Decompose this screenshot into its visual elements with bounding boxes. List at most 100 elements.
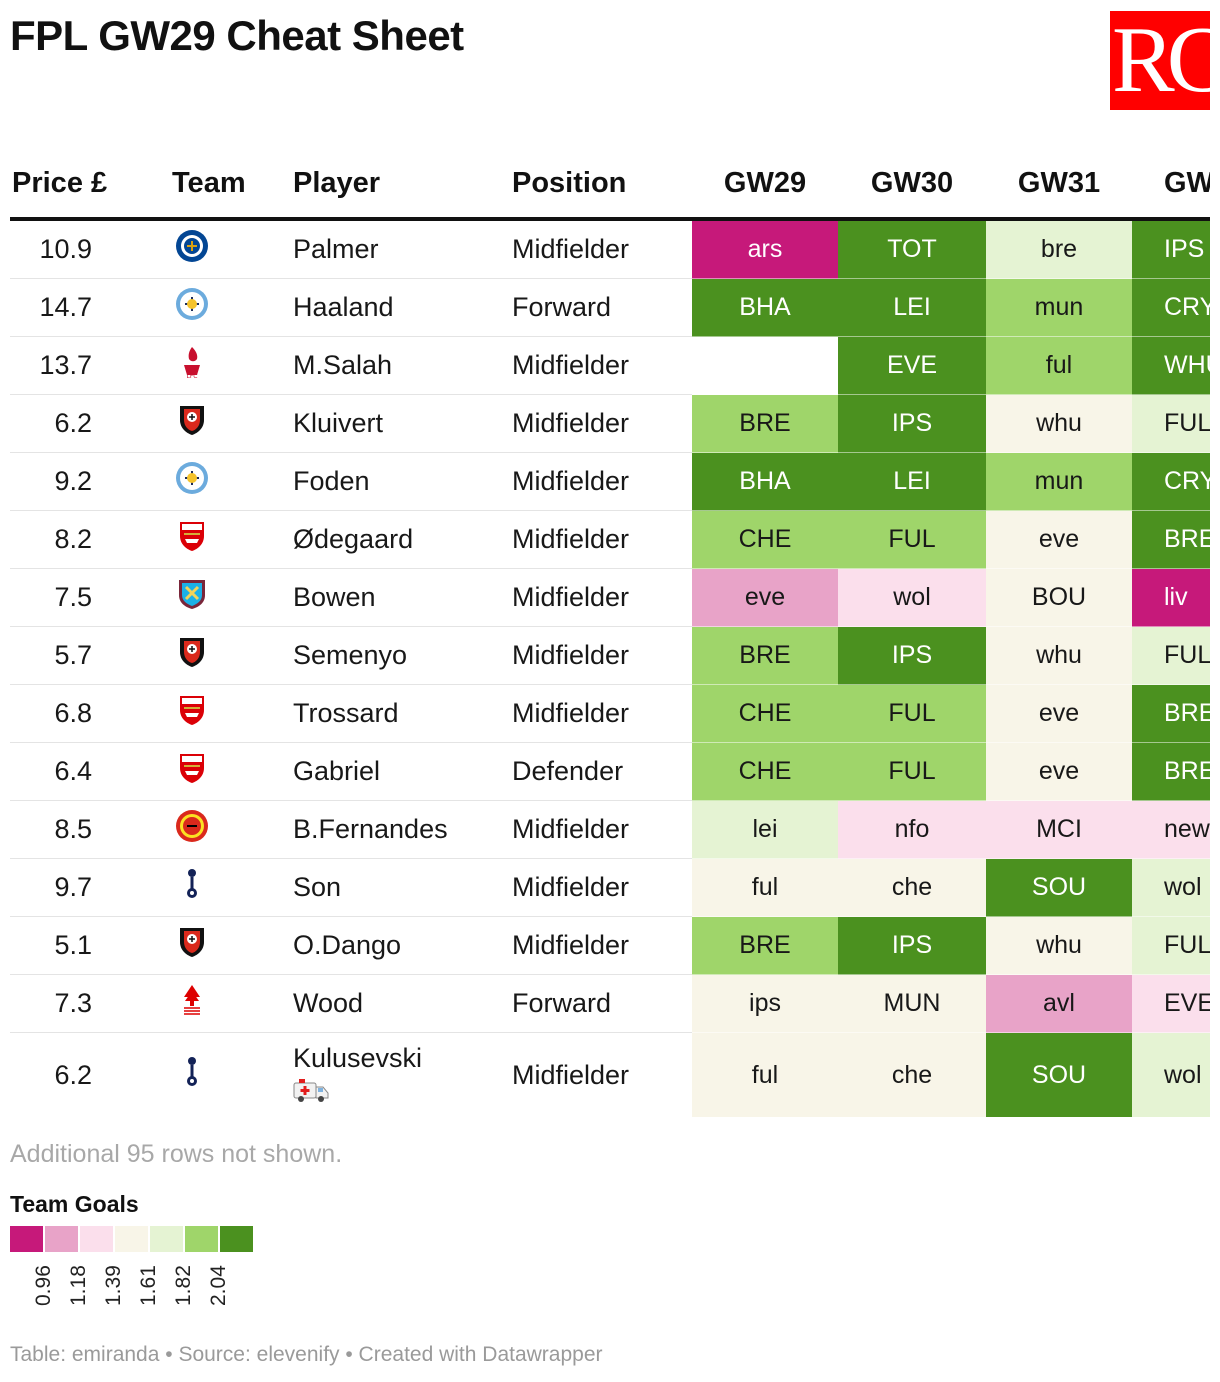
- col-header-team[interactable]: Team: [122, 150, 262, 221]
- position-cell: Midfielder: [483, 452, 692, 511]
- man-city-crest-icon: [175, 287, 209, 328]
- legend-tick: 1.82: [172, 1258, 195, 1306]
- fixture-table-container: Price £ Team Player Position GW29 GW30 G…: [10, 150, 1210, 1122]
- fixture-gw32: FUL: [1132, 394, 1210, 453]
- table-row: 8.2 Ødegaard Midfielder CHE FUL eve BRE: [10, 510, 1210, 569]
- col-header-player[interactable]: Player: [262, 150, 483, 221]
- price-cell: 7.3: [10, 974, 122, 1033]
- team-cell: [122, 858, 262, 917]
- legend-swatch: [115, 1226, 148, 1252]
- fixture-gw30: che: [838, 1032, 986, 1117]
- col-header-position[interactable]: Position: [483, 150, 692, 221]
- team-cell: [122, 1033, 262, 1118]
- player-cell: Haaland: [262, 278, 483, 337]
- nottingham-forest-crest-icon: [180, 983, 204, 1024]
- col-header-gw31[interactable]: GW31: [986, 150, 1132, 221]
- col-header-gw32[interactable]: GW32: [1132, 150, 1210, 221]
- team-cell: [122, 278, 262, 337]
- position-cell: Midfielder: [483, 394, 692, 453]
- rc-logo: RC: [1110, 11, 1210, 110]
- fixture-gw29: BRE: [692, 626, 838, 685]
- fixture-gw32: new: [1132, 800, 1210, 859]
- price-cell: 9.2: [10, 452, 122, 511]
- player-cell: Kulusevski: [262, 1033, 483, 1118]
- fixture-gw29: ips: [692, 974, 838, 1033]
- team-cell: [122, 568, 262, 627]
- player-cell: Gabriel: [262, 742, 483, 801]
- fixture-gw31: SOU: [986, 858, 1132, 917]
- table-row: 14.7 Haaland Forward BHA LEI mun CRY: [10, 278, 1210, 337]
- table-row: 10.9 Palmer Midfielder ars TOT bre IPS: [10, 219, 1210, 279]
- rows-not-shown-note: Additional 95 rows not shown.: [10, 1140, 343, 1168]
- legend-tick-label: 1.61: [137, 1265, 160, 1306]
- fixture-gw32: liv: [1132, 568, 1210, 627]
- table-row: 6.2 Kluivert Midfielder BRE IPS whu FUL: [10, 394, 1210, 453]
- fixture-gw29: lei: [692, 800, 838, 859]
- price-cell: 14.7: [10, 278, 122, 337]
- table-row: 9.7 Son Midfielder ful che SOU wol: [10, 858, 1210, 917]
- fixture-gw30: wol: [838, 568, 986, 627]
- position-cell: Midfielder: [512, 1059, 630, 1090]
- table-header-row: Price £ Team Player Position GW29 GW30 G…: [10, 150, 1210, 221]
- fixture-gw29: ars: [692, 219, 838, 279]
- fixture-gw29: BRE: [692, 916, 838, 975]
- col-header-gw29[interactable]: GW29: [692, 150, 838, 221]
- fixture-gw30: FUL: [838, 742, 986, 801]
- fixture-gw32: BRE: [1132, 684, 1210, 743]
- legend-tick-label: 2.04: [207, 1265, 230, 1306]
- bournemouth-crest-icon: [178, 925, 206, 966]
- ambulance-icon: [293, 1078, 483, 1108]
- col-header-gw30[interactable]: GW30: [838, 150, 986, 221]
- fixture-gw30: TOT: [838, 219, 986, 279]
- table-row: 6.2 Kulusevski Midfielder ful che SOU wol: [10, 1032, 1210, 1118]
- fixture-gw29: BRE: [692, 394, 838, 453]
- arsenal-crest-icon: [178, 751, 206, 792]
- fixture-gw29: ful: [692, 858, 838, 917]
- page-title: FPL GW29 Cheat Sheet: [10, 12, 464, 59]
- position-cell: Midfielder: [483, 800, 692, 859]
- fixture-gw30: IPS: [838, 916, 986, 975]
- table-row: 9.2 Foden Midfielder BHA LEI mun CRY: [10, 452, 1210, 511]
- fixture-gw30: LEI: [838, 278, 986, 337]
- fixture-gw29: BHA: [692, 278, 838, 337]
- col-header-price[interactable]: Price £: [10, 150, 122, 221]
- table-row: 7.3 Wood Forward ips MUN avl EVE: [10, 974, 1210, 1033]
- fixture-gw31: mun: [986, 278, 1132, 337]
- fixture-gw31: whu: [986, 916, 1132, 975]
- legend-tick-label: 1.39: [102, 1265, 125, 1306]
- fixture-gw32: FUL: [1132, 626, 1210, 685]
- fixture-gw30: LEI: [838, 452, 986, 511]
- team-cell: [122, 684, 262, 743]
- table-body: 10.9 Palmer Midfielder ars TOT bre IPS 14.7 Haal…: [10, 219, 1210, 1117]
- chelsea-crest-icon: [175, 229, 209, 270]
- fixture-gw31: bre: [986, 219, 1132, 279]
- legend-title: Team Goals: [10, 1191, 139, 1217]
- man-city-crest-icon: [175, 461, 209, 502]
- legend-tick: 0.96: [32, 1258, 55, 1306]
- legend-tick-label: 1.82: [172, 1265, 195, 1306]
- fixture-gw31: eve: [986, 510, 1132, 569]
- fixture-gw29: [692, 336, 838, 395]
- fixture-gw29: CHE: [692, 684, 838, 743]
- position-cell: Midfielder: [483, 219, 692, 279]
- team-cell: [122, 916, 262, 975]
- fixture-gw31: whu: [986, 626, 1132, 685]
- legend-color-scale: [10, 1226, 255, 1252]
- fixture-gw29: CHE: [692, 510, 838, 569]
- fixture-gw31: BOU: [986, 568, 1132, 627]
- team-cell: [122, 974, 262, 1033]
- legend-tick: 1.61: [137, 1258, 160, 1306]
- arsenal-crest-icon: [178, 519, 206, 560]
- table-row: 5.7 Semenyo Midfielder BRE IPS whu FUL: [10, 626, 1210, 685]
- fixture-gw32: IPS: [1132, 219, 1210, 279]
- fixture-gw32: EVE: [1132, 974, 1210, 1033]
- table-row: 5.1 O.Dango Midfielder BRE IPS whu FUL: [10, 916, 1210, 975]
- fixture-gw30: EVE: [838, 336, 986, 395]
- position-cell: Midfielder: [483, 858, 692, 917]
- position-cell: Defender: [483, 742, 692, 801]
- position-cell: Forward: [483, 974, 692, 1033]
- fixture-gw30: che: [838, 858, 986, 917]
- player-cell: Bowen: [262, 568, 483, 627]
- tottenham-crest-icon: [182, 867, 202, 908]
- fixture-gw29: ful: [692, 1032, 838, 1117]
